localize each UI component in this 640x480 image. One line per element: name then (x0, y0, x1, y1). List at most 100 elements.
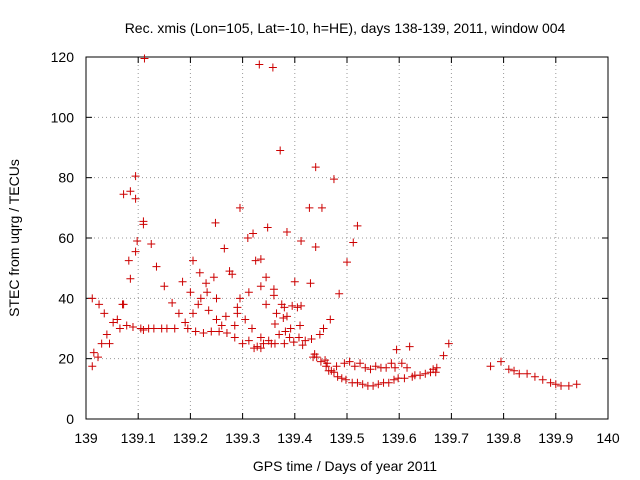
data-point (256, 333, 265, 342)
data-point (262, 300, 271, 309)
data-point (122, 321, 131, 330)
chart-title: Rec. xmis (Lon=105, Lat=-10, h=HE), days… (125, 20, 566, 36)
data-point (160, 282, 169, 291)
data-points (88, 54, 581, 390)
data-point (230, 333, 239, 342)
data-point (95, 300, 104, 309)
data-point (551, 380, 560, 389)
data-point (249, 229, 258, 238)
data-point (350, 362, 359, 371)
data-point (256, 282, 265, 291)
data-point (133, 237, 142, 246)
data-point (88, 362, 97, 371)
data-point (343, 258, 351, 267)
data-point (262, 273, 271, 282)
data-point (301, 336, 310, 345)
data-point (546, 378, 555, 387)
data-point (131, 247, 140, 256)
data-point (251, 256, 260, 265)
data-point (269, 291, 278, 300)
data-point (212, 315, 221, 324)
data-point (329, 368, 338, 377)
data-point (102, 330, 111, 339)
data-point (255, 60, 264, 69)
data-point (89, 348, 98, 357)
data-point (215, 327, 224, 336)
data-point (241, 315, 250, 324)
data-point (337, 374, 346, 383)
y-tick-label: 0 (66, 411, 74, 427)
data-point (486, 362, 495, 371)
data-point (392, 345, 401, 354)
x-tick-label: 139.5 (329, 430, 364, 446)
data-point (139, 220, 148, 229)
y-tick-label: 40 (58, 290, 74, 306)
data-point (293, 303, 302, 312)
y-tick-label: 20 (58, 351, 74, 367)
data-point (270, 339, 279, 348)
y-tick-label: 80 (58, 170, 74, 186)
data-point (326, 315, 335, 324)
data-point (244, 336, 253, 345)
data-point (186, 288, 195, 297)
data-point (189, 309, 198, 318)
data-point (323, 359, 332, 368)
data-point (235, 294, 244, 303)
data-point (353, 378, 362, 387)
x-axis-label: GPS time / Days of year 2011 (253, 458, 437, 474)
data-point (369, 381, 378, 390)
data-point (397, 359, 406, 368)
data-point (131, 172, 140, 181)
data-point (211, 218, 220, 227)
data-point (247, 324, 256, 333)
data-point (353, 221, 362, 230)
data-point (115, 324, 124, 333)
data-point (124, 256, 133, 265)
data-point (387, 359, 396, 368)
data-point (384, 378, 393, 387)
data-point (88, 294, 97, 303)
y-tick-label: 60 (58, 230, 74, 246)
data-point (152, 262, 161, 271)
x-tick-label: 139.1 (121, 430, 156, 446)
data-point (296, 321, 305, 330)
data-point (286, 324, 295, 333)
data-point (128, 322, 137, 331)
data-point (275, 330, 284, 339)
data-point (243, 234, 252, 242)
data-point (126, 187, 135, 196)
data-point (119, 190, 128, 199)
y-tick-label: 120 (51, 49, 75, 65)
data-point (105, 339, 114, 348)
data-point (230, 321, 239, 330)
data-point (126, 274, 135, 283)
data-point (297, 237, 306, 246)
data-point (259, 339, 268, 348)
data-point (523, 369, 532, 378)
data-point (222, 329, 231, 338)
data-point (119, 300, 128, 309)
data-point (256, 344, 265, 353)
data-point (174, 309, 183, 318)
data-point (113, 315, 122, 324)
data-point (340, 359, 349, 368)
data-point (272, 309, 281, 318)
data-point (209, 273, 218, 282)
data-point (371, 362, 380, 371)
data-point (400, 374, 409, 383)
data-point (204, 306, 213, 315)
data-point (416, 371, 425, 380)
data-point (212, 294, 221, 303)
data-point (178, 277, 187, 286)
data-point (280, 303, 289, 312)
data-point (289, 338, 298, 347)
data-point (244, 288, 253, 297)
y-tick-label: 100 (51, 109, 75, 125)
data-point (496, 357, 505, 366)
x-tick-label: 139.9 (538, 430, 573, 446)
data-point (432, 363, 441, 372)
data-point (298, 341, 307, 350)
data-point (221, 312, 230, 321)
x-tick-label: 139.8 (486, 430, 521, 446)
